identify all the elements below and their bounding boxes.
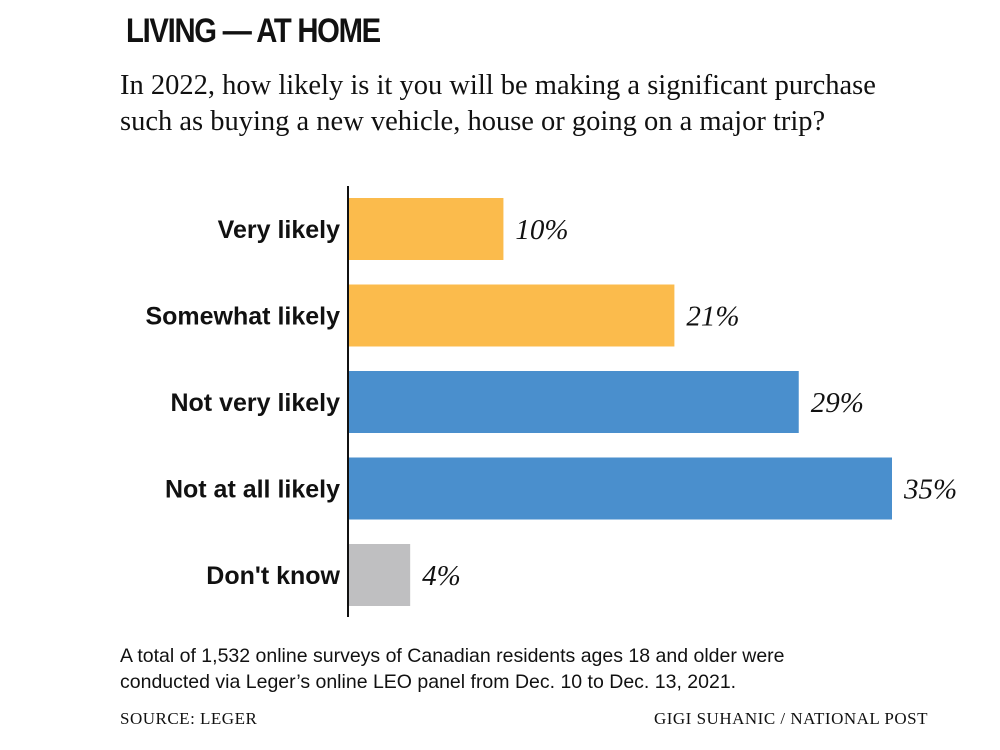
source-line: SOURCE: LEGER [120,709,258,728]
category-label: Very likely [218,216,340,244]
chart-question: In 2022, how likely is it you will be ma… [120,70,876,137]
survey-note: A total of 1,532 online surveys of Canad… [120,645,785,693]
bar-0 [348,198,504,260]
bar-1 [348,284,675,347]
chart-title: LIVING — AT HOME [126,12,381,50]
category-label: Not very likely [170,389,340,417]
bar-4 [348,544,411,606]
bar-2 [348,371,799,433]
bar-3 [348,457,892,520]
category-label: Don't know [206,562,340,590]
category-label: Not at all likely [165,476,340,504]
value-label: 10% [515,214,568,246]
value-label: 35% [903,474,957,506]
bar-chart: Very likely 10% Somewhat likely 21% Not very… [145,186,957,617]
category-label: Somewhat likely [145,303,340,331]
value-label: 29% [811,387,864,419]
value-label: 21% [686,301,739,333]
credit-line: GIGI SUHANIC / NATIONAL POST [653,709,928,728]
value-label: 4% [422,560,461,592]
